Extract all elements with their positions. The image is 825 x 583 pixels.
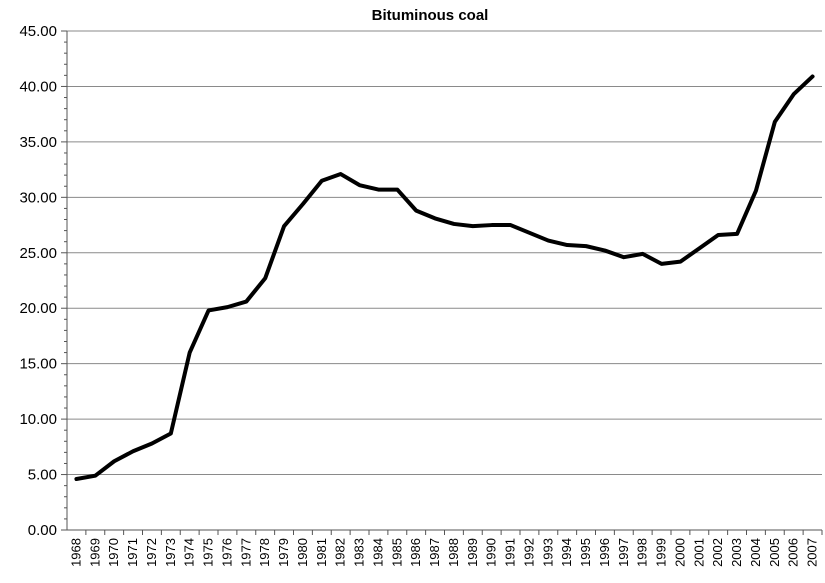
x-tick-label: 1972 <box>144 538 159 567</box>
x-tick-label: 1975 <box>201 538 216 567</box>
x-tick-label: 1971 <box>125 538 140 567</box>
y-tick-label: 0.00 <box>28 522 57 539</box>
x-tick-label: 1970 <box>106 538 121 567</box>
x-tick-label: 1999 <box>654 538 669 567</box>
y-tick-label: 35.00 <box>19 134 57 151</box>
x-tick-label: 1991 <box>503 538 518 567</box>
x-tick-label: 1998 <box>635 538 650 567</box>
x-tick-label: 2003 <box>729 538 744 567</box>
x-tick-label: 1989 <box>465 538 480 567</box>
axes <box>61 30 823 535</box>
x-tick-label: 1994 <box>559 538 574 567</box>
x-tick-label: 2001 <box>691 538 706 567</box>
x-tick-label: 1990 <box>484 538 499 567</box>
series-line <box>74 74 815 481</box>
x-tick-label: 1984 <box>370 538 385 567</box>
y-tick-label: 25.00 <box>19 245 57 262</box>
x-tick-label: 1988 <box>446 538 461 567</box>
x-tick-label: 2004 <box>748 538 763 567</box>
x-tick-label: 1977 <box>238 538 253 567</box>
x-tick-label: 1985 <box>389 538 404 567</box>
gridlines <box>67 30 822 476</box>
x-tick-label: 2005 <box>767 538 782 567</box>
x-tick-label: 1993 <box>540 538 555 567</box>
x-tick-label: 2007 <box>805 538 820 567</box>
x-tick-label: 1973 <box>163 538 178 567</box>
y-tick-label: 45.00 <box>19 23 57 40</box>
x-tick-label: 1997 <box>616 538 631 567</box>
x-tick-label: 2000 <box>672 538 687 567</box>
y-axis-tick-labels: 0.00 5.00 10.00 15.00 20.00 25.00 30.00 35.00 40… <box>19 23 57 539</box>
x-tick-label: 1979 <box>276 538 291 567</box>
y-tick-label: 30.00 <box>19 189 57 206</box>
x-tick-label: 1995 <box>578 538 593 567</box>
x-tick-label: 1969 <box>87 538 102 567</box>
x-tick-label: 1978 <box>257 538 272 567</box>
x-tick-label: 1982 <box>333 538 348 567</box>
x-axis-tick-labels: 1968 1969 1970 1971 1972 1973 1974 1975 1976 1977… <box>68 538 819 567</box>
x-tick-label: 1968 <box>68 538 83 567</box>
x-tick-label: 1986 <box>408 538 423 567</box>
x-tick-label: 1976 <box>219 538 234 567</box>
x-tick-label: 2002 <box>710 538 725 567</box>
y-tick-label: 15.00 <box>19 356 57 373</box>
y-tick-label: 10.00 <box>19 411 57 428</box>
y-tick-label: 20.00 <box>19 300 57 317</box>
x-tick-label: 1996 <box>597 538 612 567</box>
x-tick-label: 2006 <box>786 538 801 567</box>
chart-title: Bituminous coal <box>372 7 489 24</box>
x-tick-label: 1980 <box>295 538 310 567</box>
series-layer <box>74 74 815 481</box>
x-tick-label: 1981 <box>314 538 329 567</box>
x-tick-label: 1992 <box>521 538 536 567</box>
y-tick-label: 40.00 <box>19 78 57 95</box>
y-tick-label: 5.00 <box>28 467 57 484</box>
x-tick-label: 1987 <box>427 538 442 567</box>
x-tick-label: 1974 <box>182 538 197 567</box>
x-tick-label: 1983 <box>352 538 367 567</box>
